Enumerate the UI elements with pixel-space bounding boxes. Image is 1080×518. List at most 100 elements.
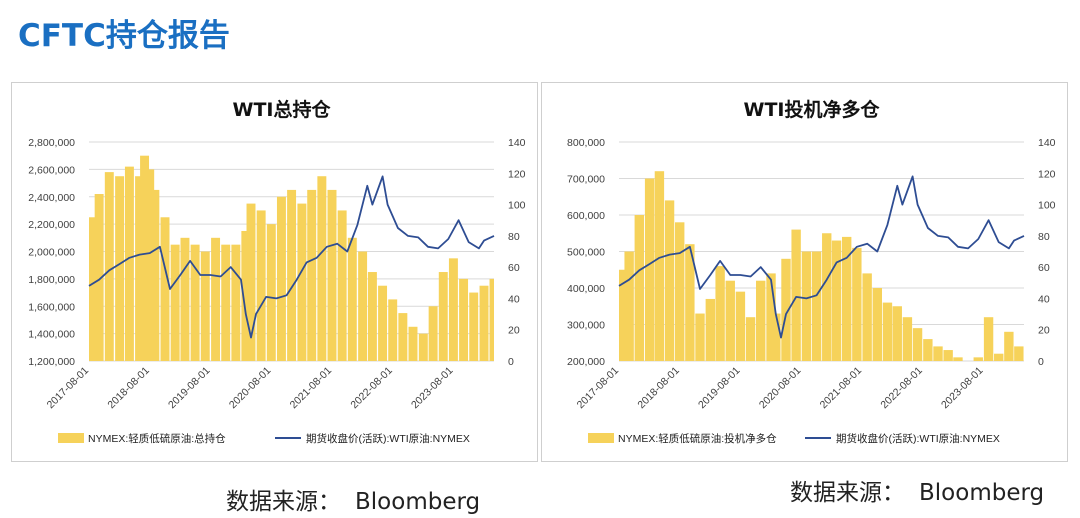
- y-right-tick-label: 80: [508, 231, 520, 243]
- bar: [1014, 346, 1024, 361]
- bar: [459, 278, 469, 361]
- y-right-tick-label: 0: [1038, 356, 1044, 368]
- y-right-tick-label: 120: [508, 168, 526, 180]
- bar: [256, 210, 266, 361]
- bar: [852, 247, 862, 361]
- y-right-tick-label: 120: [1038, 168, 1056, 180]
- bar: [675, 222, 685, 361]
- legend-label-bar: NYMEX:轻质低硫原油:总持仓: [88, 432, 226, 445]
- legend-swatch-bar: [58, 433, 84, 443]
- y-left-tick-label: 700,000: [567, 174, 605, 186]
- bar: [94, 194, 104, 361]
- bar-series: [89, 155, 494, 361]
- chart-title: WTI总持仓: [233, 98, 332, 121]
- bar-series: [619, 171, 1024, 361]
- bar: [811, 251, 822, 361]
- bar: [358, 251, 368, 361]
- bar: [448, 258, 458, 361]
- chart-title: WTI投机净多仓: [744, 98, 881, 121]
- legend-label-line: 期货收盘价(活跃):WTI原油:NYMEX: [836, 432, 1000, 445]
- bar: [685, 244, 695, 361]
- x-tick-label: 2018-08-01: [105, 365, 152, 412]
- bar: [644, 178, 655, 361]
- bar: [266, 224, 276, 361]
- bar: [145, 169, 155, 361]
- source-name: Bloomberg: [355, 489, 481, 515]
- y-right-tick-label: 80: [1038, 231, 1050, 243]
- bar: [781, 258, 791, 361]
- x-tick-label: 2017-08-01: [575, 365, 622, 412]
- bar: [912, 328, 923, 361]
- y-left-tick-label: 1,400,000: [28, 329, 75, 341]
- data-source-left: 数据来源： Bloomberg: [226, 482, 480, 516]
- y-left-tick-label: 2,600,000: [28, 164, 75, 176]
- bar: [923, 339, 933, 361]
- data-source-right: 数据来源： Bloomberg: [790, 473, 1044, 507]
- bar: [943, 350, 953, 361]
- y-right-tick-label: 100: [1038, 200, 1056, 212]
- bar: [745, 317, 756, 361]
- bar: [378, 285, 388, 361]
- bar: [862, 273, 872, 361]
- bar: [246, 203, 256, 361]
- bar: [135, 176, 145, 361]
- bar: [892, 306, 902, 361]
- legend-label-line: 期货收盘价(活跃):WTI原油:NYMEX: [306, 432, 470, 445]
- y-right-tick-label: 100: [508, 200, 526, 212]
- bar: [398, 313, 408, 361]
- bar: [489, 278, 494, 361]
- y-left-tick-label: 300,000: [567, 320, 605, 332]
- bar: [664, 200, 675, 361]
- bar: [160, 217, 170, 361]
- bar: [115, 176, 125, 361]
- x-tick-label: 2019-08-01: [696, 365, 743, 412]
- bar: [766, 273, 776, 361]
- bar: [973, 357, 983, 361]
- y-left-tick-label: 800,000: [567, 137, 605, 149]
- bar: [771, 313, 781, 361]
- bar: [327, 189, 337, 361]
- source-label: 数据来源：: [226, 489, 341, 515]
- chart-total-open-interest: WTI总持仓 1,200,000 1,400,000 1,600,000 1,800,0…: [28, 98, 526, 445]
- bar: [276, 196, 286, 361]
- y-left-tick-label: 200,000: [567, 356, 605, 368]
- x-tick-label: 2019-08-01: [166, 365, 213, 412]
- bar: [715, 266, 725, 361]
- bar: [842, 236, 852, 361]
- bar: [735, 291, 746, 361]
- x-tick-label: 2020-08-01: [227, 365, 274, 412]
- bar: [872, 288, 882, 361]
- bar: [725, 280, 735, 361]
- bar: [307, 189, 317, 361]
- bar: [479, 285, 489, 361]
- y-left-tick-label: 2,400,000: [28, 192, 75, 204]
- legend-swatch-bar: [588, 433, 614, 443]
- bar: [619, 269, 629, 361]
- bar: [634, 215, 644, 361]
- bar: [150, 189, 160, 361]
- x-tick-label: 2022-08-01: [878, 365, 925, 412]
- x-tick-label: 2022-08-01: [348, 365, 395, 412]
- y-left-tick-label: 2,800,000: [28, 137, 75, 149]
- y-left-tick-label: 2,200,000: [28, 219, 75, 231]
- source-label: 数据来源：: [790, 480, 905, 506]
- bar: [438, 272, 448, 361]
- y-right-tick-label: 0: [508, 356, 514, 368]
- page-title: CFTC持仓报告: [18, 18, 230, 54]
- bar: [469, 292, 479, 361]
- bar: [231, 244, 241, 361]
- bar: [89, 217, 98, 361]
- chart-panel-net-long: WTI投机净多仓 200,000 300,000 400,000 500,000 600,…: [541, 82, 1068, 462]
- y-left-tick-label: 1,600,000: [28, 301, 75, 313]
- bar: [211, 237, 221, 361]
- bar: [317, 176, 327, 361]
- x-tick-label: 2020-08-01: [757, 365, 804, 412]
- bar: [1004, 331, 1014, 361]
- bar: [347, 237, 357, 361]
- bar: [756, 280, 766, 361]
- bar: [241, 230, 251, 361]
- bar: [170, 244, 180, 361]
- y-right-tick-label: 20: [508, 325, 520, 337]
- bar: [933, 346, 943, 361]
- x-tick-label: 2021-08-01: [288, 365, 335, 412]
